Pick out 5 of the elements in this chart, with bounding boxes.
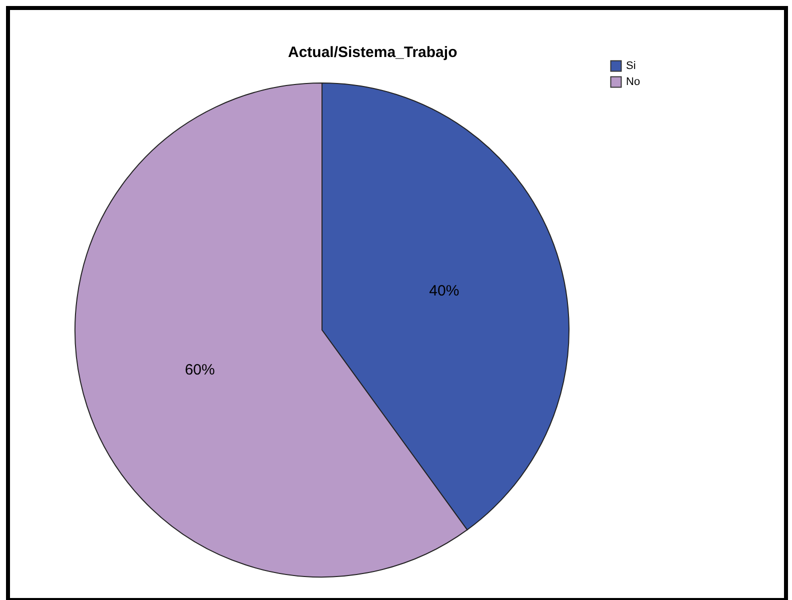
chart-title: Actual/Sistema_Trabajo (288, 44, 458, 61)
data-label: 40% (429, 282, 460, 300)
legend-label: Si (626, 60, 636, 72)
legend-label: No (626, 76, 640, 88)
data-label: 60% (184, 362, 215, 379)
